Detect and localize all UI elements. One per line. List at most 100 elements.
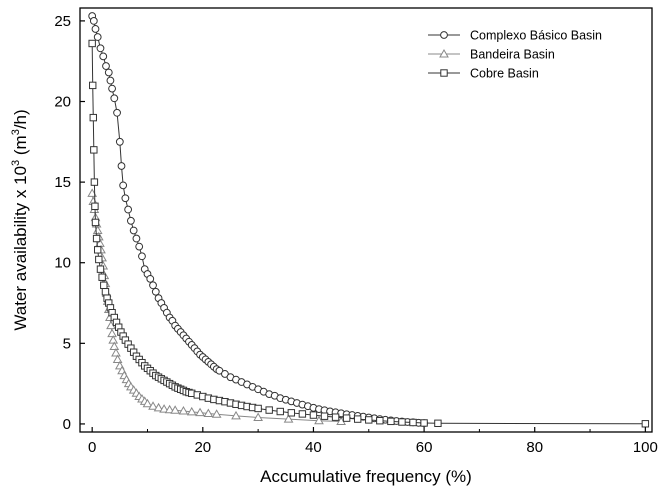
data-point <box>104 68 113 77</box>
y-tick-label: 20 <box>54 94 71 111</box>
x-tick-label: 80 <box>526 439 543 456</box>
y-tick-label: 5 <box>63 335 71 352</box>
data-point <box>186 406 197 416</box>
data-point <box>88 39 96 48</box>
data-point <box>320 412 329 420</box>
data-point <box>159 404 169 413</box>
data-point <box>138 252 146 261</box>
data-point <box>90 146 98 154</box>
data-point <box>151 287 160 296</box>
data-point <box>149 281 157 290</box>
x-tick-label: 0 <box>88 439 96 456</box>
data-point <box>92 234 101 243</box>
x-tick-label: 100 <box>633 439 658 456</box>
x-tick-label: 40 <box>305 439 322 456</box>
plot-frame <box>79 7 653 433</box>
data-point <box>91 25 100 33</box>
data-point <box>108 335 119 344</box>
data-point <box>100 281 108 289</box>
data-point <box>102 62 110 70</box>
plot-area <box>87 12 650 428</box>
data-point <box>91 202 99 210</box>
y-tick-label: 25 <box>54 13 71 30</box>
data-point <box>112 354 123 363</box>
data-point <box>153 402 164 412</box>
data-point <box>110 94 119 103</box>
data-point <box>124 205 133 214</box>
data-point <box>107 328 117 338</box>
data-point <box>178 406 189 415</box>
data-point <box>641 420 650 428</box>
series-square <box>88 39 650 428</box>
data-point <box>98 273 106 281</box>
data-point <box>119 181 128 190</box>
data-point <box>106 76 115 85</box>
data-point <box>89 113 97 122</box>
data-point <box>195 407 205 417</box>
data-point <box>146 274 155 283</box>
y-axis-title: Water availability x 103 (m3/h) <box>10 109 30 330</box>
data-point <box>91 218 100 227</box>
axis-ticks: 0 20 40 60 80 100 0 5 10 15 20 25 <box>54 13 658 456</box>
data-point <box>354 415 362 423</box>
data-point <box>142 398 153 408</box>
legend-marker <box>439 48 449 58</box>
y-axis-title-unit-exp: 3 <box>10 129 22 135</box>
data-point <box>89 81 97 90</box>
data-point <box>132 234 141 243</box>
data-point <box>331 413 340 421</box>
data-point <box>376 417 384 425</box>
data-point <box>135 242 144 251</box>
data-point <box>434 419 442 427</box>
data-point <box>113 108 121 117</box>
data-point <box>111 347 121 357</box>
series-triangle <box>87 188 346 426</box>
data-point <box>117 162 126 170</box>
data-point <box>170 405 181 414</box>
series-line <box>91 43 646 425</box>
data-point <box>253 412 263 421</box>
y-tick-label: 15 <box>54 174 71 191</box>
data-point <box>283 414 294 423</box>
x-tick-label: 60 <box>416 439 433 456</box>
x-tick-label: 20 <box>194 439 211 456</box>
data-point <box>265 406 273 414</box>
data-point <box>108 84 116 93</box>
data-point <box>298 410 307 418</box>
y-axis-title-mid: (m <box>11 135 30 160</box>
y-axis-title-suffix: /h) <box>11 109 30 129</box>
y-tick-label: 0 <box>63 416 71 433</box>
data-point <box>231 410 241 420</box>
data-point <box>365 416 373 424</box>
data-point <box>129 226 138 235</box>
legend-label: Complexo Básico Basin <box>470 29 602 43</box>
data-point <box>287 409 296 417</box>
data-point <box>126 216 135 225</box>
data-point <box>342 414 351 422</box>
data-point <box>420 419 428 427</box>
legend: Complexo Básico Basin Bandeira Basin Cobre… <box>428 29 602 81</box>
data-point <box>211 409 222 418</box>
data-point <box>101 288 110 296</box>
data-point <box>96 265 105 273</box>
data-point <box>95 255 103 264</box>
data-point <box>115 137 124 146</box>
y-axis-title-prefix: Water availability x 10 <box>11 166 30 331</box>
data-point <box>94 246 102 254</box>
x-axis-title: Accumulative frequency (%) <box>260 467 472 486</box>
data-point <box>254 404 262 413</box>
data-point <box>89 16 98 25</box>
data-point <box>96 44 105 53</box>
data-point <box>314 415 324 425</box>
data-point <box>99 52 108 61</box>
data-point <box>387 417 395 426</box>
data-point <box>164 404 175 414</box>
data-point <box>398 418 406 426</box>
data-point <box>90 178 99 186</box>
data-point <box>276 407 284 416</box>
legend-marker <box>440 69 448 77</box>
data-point <box>148 401 158 410</box>
legend-marker <box>440 31 448 39</box>
data-point <box>409 418 417 427</box>
